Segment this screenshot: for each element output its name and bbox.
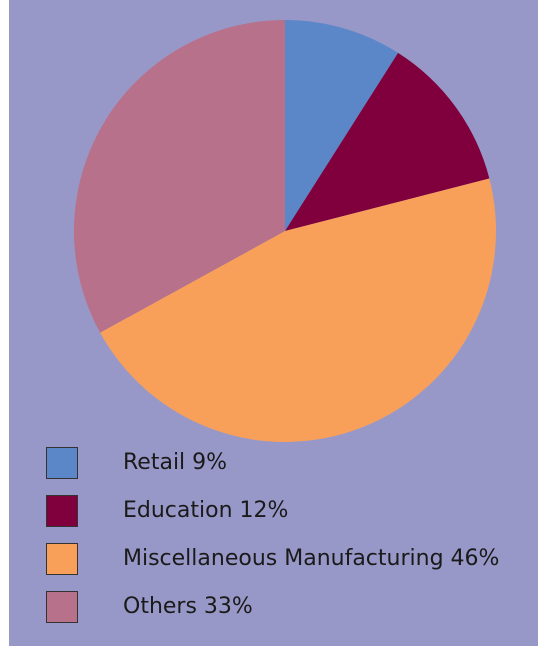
chart-panel: Retail 9% Education 12% Miscellaneous Ma… — [9, 0, 538, 646]
pie-chart — [9, 0, 538, 646]
legend-label-miscellaneous-manufacturing: Miscellaneous Manufacturing 46% — [123, 546, 500, 571]
legend-swatch-education — [46, 495, 78, 527]
legend-swatch-miscellaneous-manufacturing — [46, 543, 78, 575]
pie-slice-education — [285, 52, 490, 231]
pie-slices — [74, 20, 496, 442]
legend-swatch-retail — [46, 447, 78, 479]
legend-label-others: Others 33% — [123, 594, 253, 619]
legend-label-education: Education 12% — [123, 498, 289, 523]
pie-slice-retail — [285, 20, 399, 231]
pie-slice-miscellaneous-manufacturing — [100, 178, 496, 442]
legend-swatch-others — [46, 591, 78, 623]
legend-label-retail: Retail 9% — [123, 450, 228, 475]
pie-slice-others — [74, 20, 285, 333]
